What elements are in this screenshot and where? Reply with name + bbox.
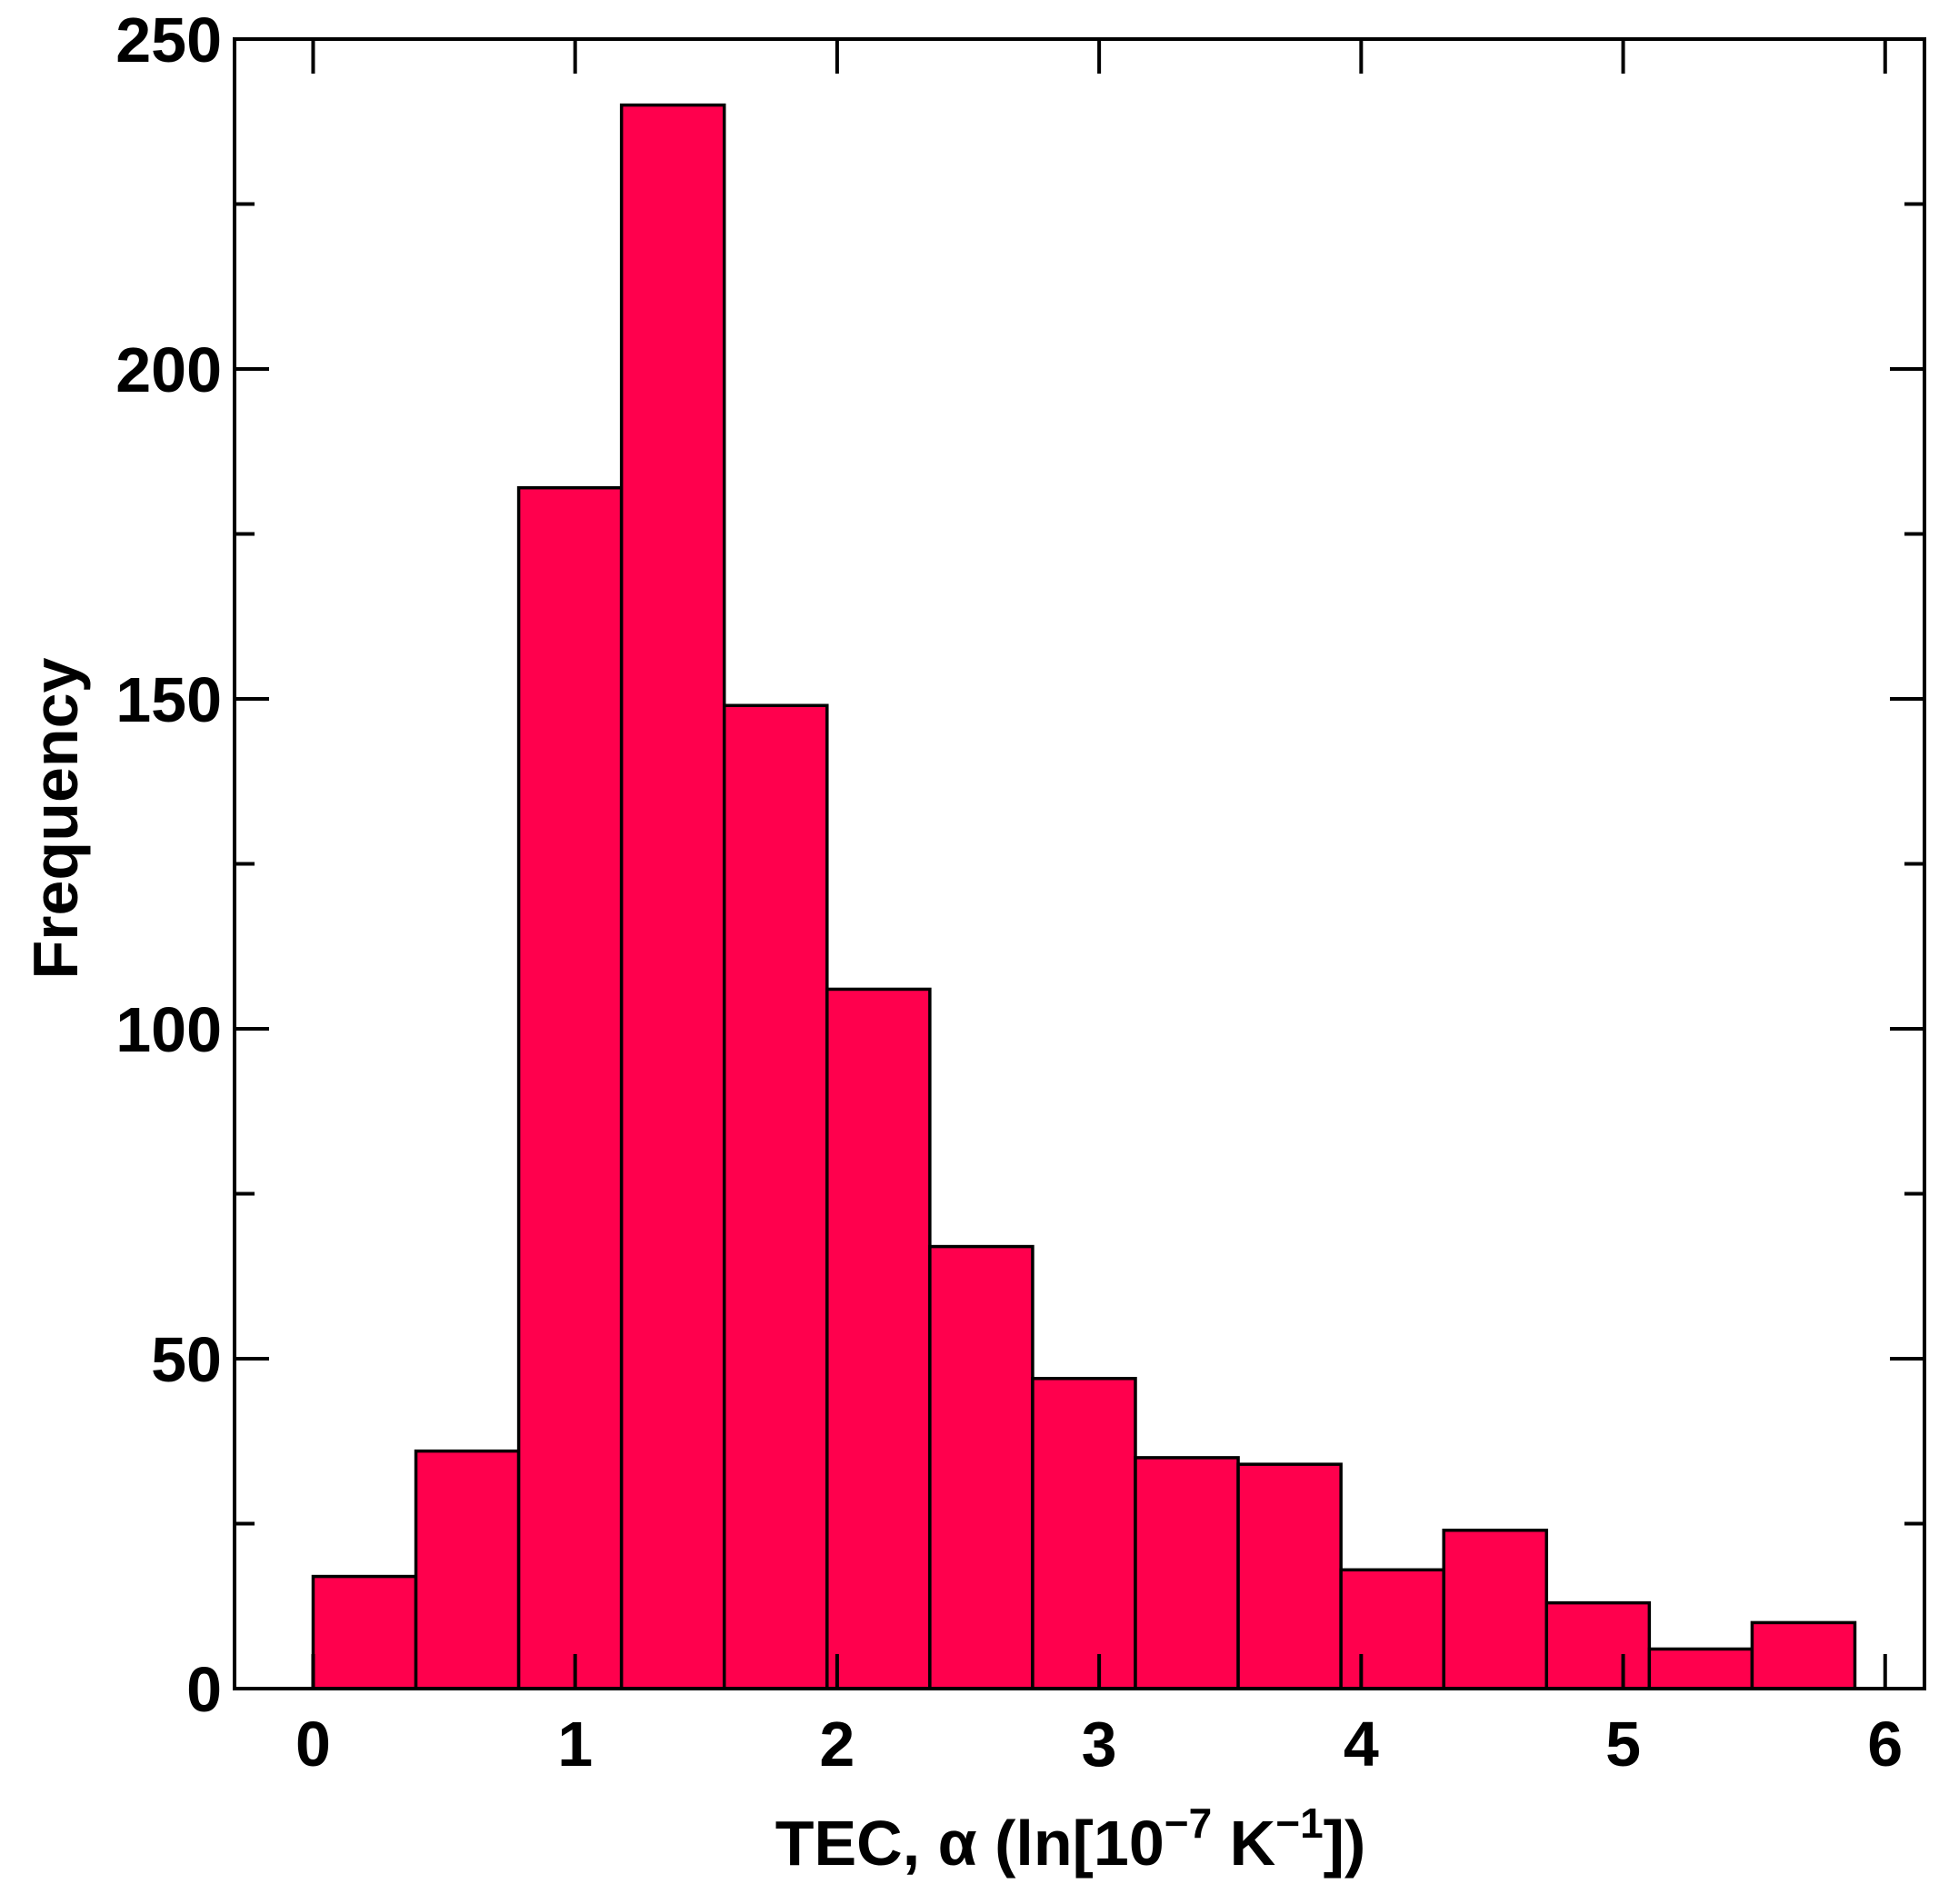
histogram-bar [1339, 1568, 1445, 1690]
x-axis-title-exponent-1: −7 [1164, 1799, 1212, 1847]
ticks-group [235, 37, 1924, 1690]
x-tick-label: 6 [1867, 1709, 1903, 1779]
y-tick-label: 100 [115, 994, 222, 1065]
histogram-bar [516, 485, 624, 1690]
histogram-bar [722, 703, 829, 1690]
x-axis-title-mid: K [1212, 1808, 1275, 1879]
tick-labels-group: 0 50 100 150 200 250 0 1 2 3 4 5 6 [115, 5, 1903, 1779]
plot-frame [233, 37, 1926, 1690]
x-tick-label: 1 [557, 1709, 593, 1779]
x-tick-label: 4 [1344, 1709, 1379, 1779]
y-tick-label: 50 [151, 1324, 222, 1395]
histogram-bar [619, 103, 726, 1690]
x-axis-title-exponent-2: −1 [1275, 1799, 1323, 1847]
bars-group [311, 103, 1857, 1690]
x-tick-label: 3 [1082, 1709, 1117, 1779]
histogram-bar [1442, 1529, 1549, 1690]
histogram-bar [1236, 1462, 1343, 1690]
histogram-bar [311, 1574, 418, 1690]
x-axis-title-suffix: ]) [1324, 1808, 1366, 1879]
y-tick-label: 0 [186, 1654, 222, 1725]
x-tick-label: 2 [819, 1709, 855, 1779]
x-tick-label: 0 [295, 1709, 331, 1779]
histogram-bar [928, 1244, 1034, 1690]
histogram-bar [1647, 1647, 1754, 1690]
y-tick-label: 250 [115, 5, 222, 75]
y-axis-title: Frequency [20, 657, 91, 979]
x-axis-title: TEC, α (ln[10−7 K−1]) [775, 1799, 1366, 1879]
y-tick-label: 200 [115, 334, 222, 405]
x-axis-title-prefix: TEC, α (ln[10 [775, 1808, 1164, 1879]
histogram-bar [1031, 1377, 1137, 1690]
histogram-bar [1544, 1600, 1652, 1690]
histogram-bar [414, 1449, 521, 1690]
histogram-bar [1134, 1456, 1240, 1690]
histogram-bar [1750, 1620, 1857, 1690]
y-tick-label: 150 [115, 664, 222, 735]
x-tick-label: 5 [1605, 1709, 1641, 1779]
histogram-bar [825, 987, 932, 1690]
